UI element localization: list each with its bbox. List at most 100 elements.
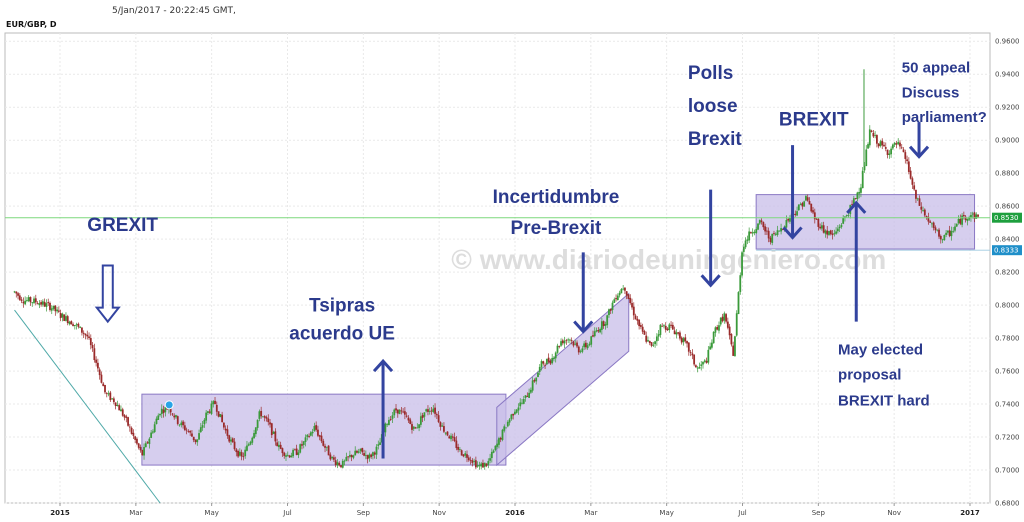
candle-body (794, 213, 797, 215)
candle-body (15, 291, 18, 294)
candle-body (100, 374, 103, 383)
candle-body (31, 302, 34, 304)
candle-body (962, 214, 965, 217)
candle-body (776, 230, 779, 235)
candle-body (746, 239, 749, 241)
candle-body (725, 314, 727, 322)
x-tick-label: Jul (282, 509, 292, 517)
candle-body (467, 457, 470, 461)
tsipras-arrow-head (372, 358, 394, 373)
candle-body (718, 325, 720, 331)
candle-body (238, 451, 241, 456)
candle-body (563, 340, 566, 344)
candle-body (281, 448, 284, 454)
candle-body (469, 459, 472, 461)
candle-body (842, 217, 845, 224)
candle-body (237, 450, 239, 457)
candle-body (750, 232, 752, 234)
candle-body (18, 295, 21, 300)
candle-body (705, 360, 708, 363)
candle-body (178, 424, 181, 426)
may-arrow-head (846, 200, 867, 214)
candle-body (600, 321, 603, 330)
candle-body (391, 415, 394, 419)
candle-body (451, 436, 454, 438)
candle-body (418, 424, 420, 429)
candle-body (150, 432, 153, 438)
candle-body (464, 453, 467, 456)
candle-body (105, 393, 108, 394)
candle-body (274, 431, 277, 442)
candle-body (803, 201, 806, 207)
candle-body (648, 340, 651, 344)
candle-body (501, 429, 504, 440)
candle-body (810, 203, 813, 212)
candle-body (398, 409, 401, 415)
candle-body (890, 148, 893, 155)
candle-body (540, 361, 543, 368)
candle-body (739, 275, 742, 292)
candle-body (171, 413, 174, 415)
candle-body (952, 230, 955, 232)
candle-body (430, 410, 433, 412)
candle-body (625, 291, 628, 296)
candle-body (664, 325, 667, 330)
tsipras-label-2: acuerdo UE (289, 324, 395, 345)
candle-body (36, 303, 39, 305)
candle-body (407, 417, 410, 421)
candle-body (758, 220, 761, 224)
candle-body (361, 447, 364, 453)
candle-body (734, 336, 736, 357)
candle-body (421, 415, 424, 418)
candle-body (82, 332, 85, 334)
candle-body (388, 420, 390, 426)
candle-body (473, 460, 475, 462)
candle-body (551, 357, 554, 364)
candle-body (27, 297, 30, 302)
candle-body (258, 411, 261, 419)
y-tick-label: 0.8000 (995, 302, 1020, 310)
candle-body (175, 415, 177, 418)
candle-body (198, 433, 200, 440)
candle-body (723, 313, 726, 321)
candle-body (405, 415, 408, 417)
candle-body (913, 185, 916, 190)
may-label: May elected (838, 342, 923, 359)
candle-body (228, 435, 231, 442)
candle-body (671, 324, 674, 330)
candle-body (927, 216, 930, 222)
candle-body (499, 437, 502, 440)
x-tick-label: 2017 (960, 509, 980, 517)
candle-body (957, 219, 960, 224)
candle-body (123, 415, 126, 418)
candle-body (691, 353, 694, 356)
candle-body (366, 455, 369, 460)
candle-body (34, 298, 37, 303)
candle-body (805, 196, 807, 201)
candle-body (359, 448, 362, 451)
candle-body (533, 379, 536, 382)
candle-body (148, 438, 151, 445)
x-tick-label: 2016 (505, 509, 525, 517)
candle-body (915, 189, 917, 199)
candle-body (939, 235, 942, 240)
candle-body (368, 454, 371, 459)
candle-body (29, 297, 32, 303)
candle-body (79, 326, 82, 328)
candle-body (886, 149, 889, 155)
candle-body (707, 349, 710, 363)
candle-body (423, 412, 426, 417)
marker-price-tag (992, 245, 1022, 256)
candle-body (760, 220, 763, 222)
candle-body (970, 215, 972, 218)
candle-body (217, 411, 220, 417)
trendline-group (14, 309, 161, 504)
candle-body (838, 226, 841, 229)
candle-body (616, 295, 619, 301)
candle-body (26, 300, 28, 301)
candle-body (231, 438, 234, 443)
candle-body (574, 343, 577, 345)
candle-body (203, 419, 206, 425)
candle-body (221, 414, 224, 423)
candle-body (152, 431, 154, 433)
